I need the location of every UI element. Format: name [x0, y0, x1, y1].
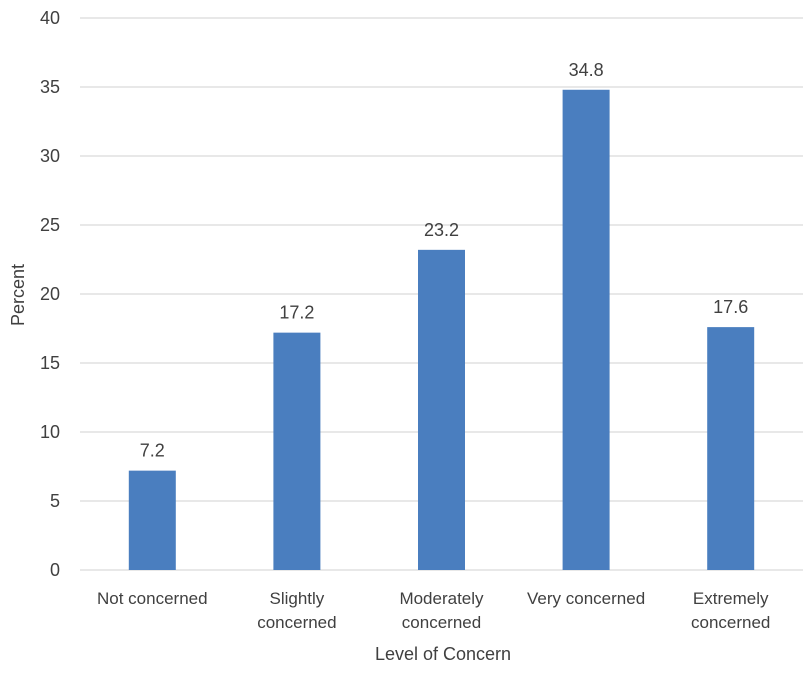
x-category-label-line: Very concerned: [527, 589, 645, 608]
y-tick-label: 40: [40, 8, 60, 28]
y-axis-title: Percent: [8, 264, 28, 326]
x-category-label-line: Slightly: [269, 589, 324, 608]
y-tick-label: 10: [40, 422, 60, 442]
y-tick-label: 0: [50, 560, 60, 580]
y-tick-label: 20: [40, 284, 60, 304]
x-category-label: Not concerned: [97, 589, 208, 608]
x-category-label-line: concerned: [691, 613, 770, 632]
x-category-label-line: Moderately: [399, 589, 484, 608]
x-category-label-line: Extremely: [693, 589, 769, 608]
y-tick-label: 15: [40, 353, 60, 373]
bar: [562, 89, 610, 570]
data-label: 17.6: [713, 297, 748, 317]
data-labels: 7.2 17.2 23.2 34.8 17.6: [140, 60, 748, 461]
data-label: 7.2: [140, 441, 165, 461]
x-axis-title: Level of Concern: [375, 644, 511, 664]
x-category-label: Very concerned: [527, 589, 645, 608]
bar: [128, 470, 176, 570]
bar: [273, 332, 321, 570]
x-category-label-line: concerned: [402, 613, 481, 632]
data-label: 17.2: [279, 303, 314, 323]
y-axis-ticks: 0 5 10 15 20 25 30 35 40: [40, 8, 60, 580]
x-category-label: Extremely concerned: [691, 589, 770, 632]
x-category-label: Moderately concerned: [399, 589, 484, 632]
bar: [707, 327, 755, 570]
x-axis-categories: Not concerned Slightly concernedModerately…: [97, 589, 770, 632]
x-category-label-line: concerned: [257, 613, 336, 632]
y-tick-label: 5: [50, 491, 60, 511]
y-tick-label: 30: [40, 146, 60, 166]
x-category-label: Slightly concerned: [257, 589, 336, 632]
x-category-label-line: Not concerned: [97, 589, 208, 608]
data-label: 23.2: [424, 220, 459, 240]
bar: [418, 249, 465, 570]
data-label: 34.8: [569, 60, 604, 80]
y-tick-label: 35: [40, 77, 60, 97]
y-tick-label: 25: [40, 215, 60, 235]
bars: [128, 89, 755, 570]
